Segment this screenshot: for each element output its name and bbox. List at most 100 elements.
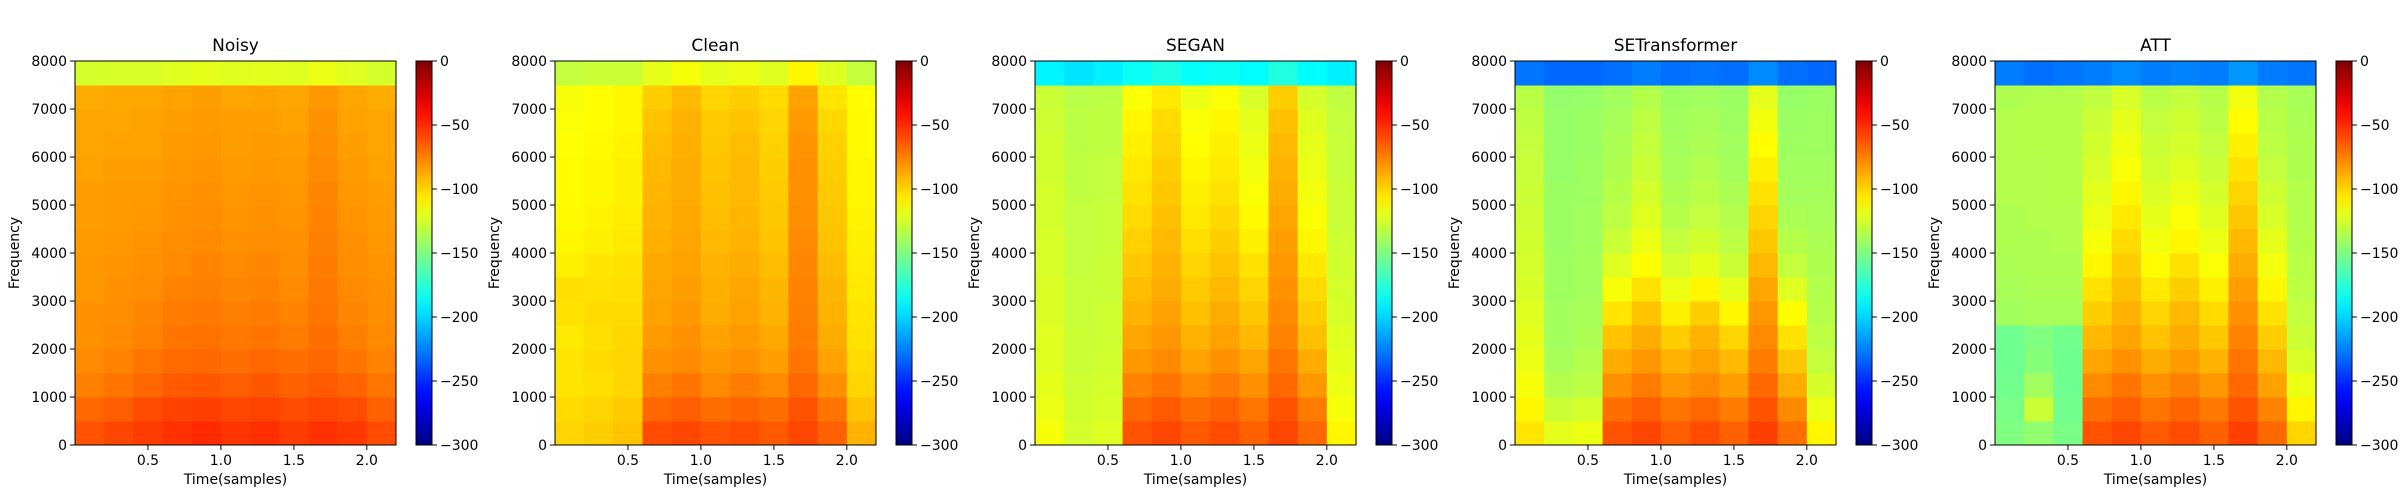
colorbar-tick-label: −50 [2360,118,2390,134]
cell [1777,301,1808,326]
cell [788,397,819,422]
cell [1544,133,1574,158]
cell [1719,229,1749,254]
cell [1544,181,1574,206]
cell [220,229,251,254]
cell [2228,85,2259,110]
cell [1180,85,1211,110]
cell [220,349,251,374]
cell [2111,109,2142,134]
cell [671,397,702,422]
cell [250,301,280,326]
cell [1544,277,1574,302]
cell [104,301,134,326]
y-tick-label: 3000 [31,294,67,310]
cell [1690,85,1720,110]
cell [1602,157,1633,182]
cell [162,421,193,445]
colorbar-tick-label: −250 [2360,374,2398,390]
colorbar-tick-label: −300 [1880,438,1918,454]
cell [250,181,280,206]
cell [846,181,876,206]
colorbar-tick-label: −100 [920,182,958,198]
cell [1719,109,1749,134]
cell [1326,133,1356,158]
cell [220,205,251,230]
cell [1995,61,2025,86]
cell [2257,397,2288,422]
cell [1660,349,1691,374]
cell [1268,109,1299,134]
cell [2199,133,2229,158]
cell [2257,133,2288,158]
cell [2257,253,2288,278]
cell [1210,325,1240,350]
cell [1573,349,1604,374]
cell [2286,85,2316,110]
y-tick-label: 7000 [31,102,67,118]
cell [1995,397,2025,422]
cell [2257,421,2288,445]
cell [1602,133,1633,158]
colorbar-tick-label: −100 [1400,182,1438,198]
cell [1297,349,1328,374]
x-tick-label: 2.0 [836,453,858,469]
cell [104,373,134,398]
cell [555,181,585,206]
cell [642,133,673,158]
cell [1995,373,2025,398]
cell [1064,181,1094,206]
cell [2053,421,2084,445]
cell [759,157,789,182]
cell [1515,157,1545,182]
cell [1515,133,1545,158]
cell [2257,301,2288,326]
cell [759,85,789,110]
cell [2286,253,2316,278]
cell [308,397,339,422]
cell [1210,205,1240,230]
y-tick-label: 4000 [511,246,547,262]
cell [846,397,876,422]
cell [2170,157,2200,182]
cell [104,85,134,110]
cell [1602,421,1633,445]
x-tick-label: 1.5 [283,453,305,469]
cell [1690,61,1720,86]
cell [2257,109,2288,134]
cell [162,301,193,326]
cell [2053,277,2084,302]
cell [2140,229,2171,254]
cell [700,253,731,278]
cell [75,349,105,374]
cell [846,253,876,278]
cell [1806,421,1836,445]
cell [1326,109,1356,134]
cell [191,181,222,206]
cell [1122,253,1153,278]
cell [2199,181,2229,206]
cell [700,61,731,86]
cell [700,85,731,110]
cell [2199,157,2229,182]
cell [1297,325,1328,350]
cell [308,229,339,254]
cell [1035,181,1065,206]
cell [1035,253,1065,278]
y-tick-label: 5000 [991,198,1027,214]
cell [1602,397,1633,422]
cell [1035,205,1065,230]
cell [279,109,309,134]
cell [366,229,396,254]
cell [75,253,105,278]
y-tick-label: 6000 [1951,150,1987,166]
cell [104,421,134,445]
cell [817,397,848,422]
cell [1631,157,1662,182]
cell [788,133,819,158]
cell [613,373,644,398]
cell [1268,85,1299,110]
cell [2257,157,2288,182]
cell [2111,421,2142,445]
cell [1806,277,1836,302]
